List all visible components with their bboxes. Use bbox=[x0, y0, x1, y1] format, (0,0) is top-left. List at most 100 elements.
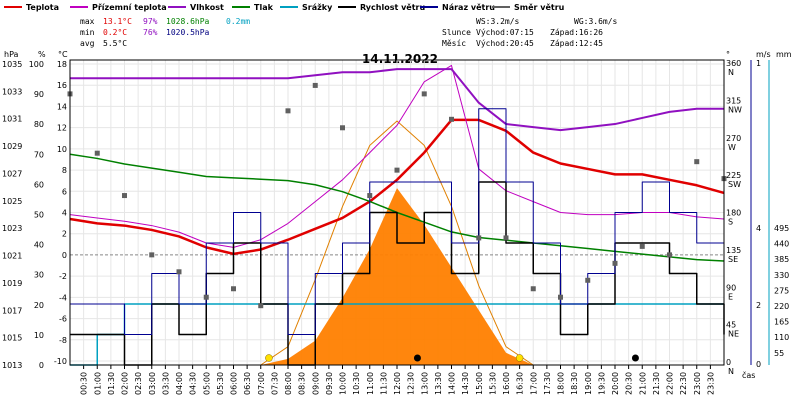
humidity-tick-label: 40 bbox=[34, 241, 44, 250]
series-vlhkost bbox=[70, 68, 724, 132]
wind-tick-label: 4 bbox=[756, 224, 761, 233]
solar-tick-label: 440 bbox=[774, 240, 789, 249]
direction-compass-label: E bbox=[728, 292, 733, 301]
temp-tick-label: 18 bbox=[57, 60, 67, 69]
temp-tick-label: -4 bbox=[59, 293, 67, 302]
wind-direction-point bbox=[176, 269, 182, 275]
solar-tick-label: 165 bbox=[774, 318, 789, 327]
pct-axis-label: % bbox=[38, 50, 46, 59]
direction-tick-label: 360 bbox=[726, 59, 741, 68]
stats-max-temp: 13.1°C bbox=[103, 17, 132, 26]
pressure-tick-label: 1017 bbox=[2, 306, 22, 315]
wind-direction-point bbox=[312, 82, 318, 88]
temp-tick-label: -8 bbox=[59, 336, 67, 345]
x-axis-label: čas bbox=[742, 370, 755, 380]
humidity-tick-label: 60 bbox=[34, 180, 44, 189]
wind-direction-point bbox=[585, 277, 591, 283]
direction-compass-label: SE bbox=[728, 255, 738, 264]
hpa-axis-label: hPa bbox=[4, 50, 19, 59]
pressure-tick-label: 1015 bbox=[2, 334, 22, 343]
temp-tick-label: -2 bbox=[59, 272, 67, 281]
x-tick-label: 18:30 bbox=[570, 372, 579, 395]
wind-direction-point bbox=[149, 252, 155, 258]
wind-direction-point bbox=[258, 303, 264, 309]
direction-compass-label: N bbox=[728, 367, 734, 376]
x-tick-label: 15:30 bbox=[488, 372, 497, 395]
legend-naraz-vetru: Náraz větru bbox=[442, 2, 495, 12]
stats-avg-label: avg bbox=[80, 39, 95, 48]
x-tick-label: 03:30 bbox=[161, 372, 170, 395]
x-tick-label: 22:00 bbox=[666, 372, 675, 395]
direction-tick-label: 135 bbox=[726, 246, 741, 255]
pressure-tick-label: 1021 bbox=[2, 252, 22, 261]
stats-min-label: min bbox=[80, 28, 95, 37]
pressure-tick-label: 1019 bbox=[2, 279, 22, 288]
solar-tick-label: 110 bbox=[774, 333, 789, 342]
x-tick-label: 14:00 bbox=[448, 372, 457, 395]
direction-tick-label: 180 bbox=[726, 209, 741, 218]
deg-axis-label: ° bbox=[726, 50, 730, 59]
humidity-tick-label: 10 bbox=[34, 331, 44, 340]
info-sun-label: Slunce bbox=[442, 28, 471, 37]
temp-tick-label: 6 bbox=[62, 187, 67, 196]
x-tick-label: 05:30 bbox=[216, 372, 225, 395]
x-tick-label: 10:00 bbox=[339, 372, 348, 395]
temp-tick-label: 16 bbox=[57, 81, 67, 90]
stats-max-press: 1028.6hPa bbox=[166, 17, 210, 26]
pressure-tick-label: 1025 bbox=[2, 197, 22, 206]
humidity-tick-label: 80 bbox=[34, 120, 44, 129]
legend-vlhkost: Vlhkost bbox=[190, 3, 224, 12]
x-tick-label: 01:30 bbox=[107, 372, 116, 395]
x-tick-label: 18:00 bbox=[557, 372, 566, 395]
x-tick-label: 12:30 bbox=[407, 372, 416, 395]
humidity-tick-label: 50 bbox=[34, 211, 44, 220]
solar-tick-label: 55 bbox=[774, 349, 784, 358]
stats-max-label: max bbox=[80, 17, 95, 26]
wind-direction-point bbox=[367, 193, 373, 199]
x-tick-label: 19:30 bbox=[597, 372, 606, 395]
wind-direction-point bbox=[122, 193, 127, 199]
x-tick-label: 23:30 bbox=[706, 372, 715, 395]
solar-tick-label: 275 bbox=[774, 286, 789, 295]
x-tick-label: 05:00 bbox=[202, 372, 211, 395]
x-tick-label: 01:00 bbox=[93, 372, 102, 395]
y-axes: 181614121086420-2-4-6-8-1010351033103110… bbox=[2, 59, 789, 376]
temp-tick-label: 0 bbox=[62, 251, 67, 260]
pressure-tick-label: 1033 bbox=[2, 87, 22, 96]
x-tick-label: 19:00 bbox=[584, 372, 593, 395]
x-tick-label: 16:30 bbox=[516, 372, 525, 395]
x-tick-label: 04:00 bbox=[175, 372, 184, 395]
x-tick-label: 08:30 bbox=[298, 372, 307, 395]
x-tick-label: 21:00 bbox=[638, 372, 647, 395]
x-tick-label: 13:30 bbox=[434, 372, 443, 395]
pressure-tick-label: 1023 bbox=[2, 224, 22, 233]
sunrise-icon bbox=[265, 354, 273, 362]
direction-tick-label: 0 bbox=[726, 358, 731, 367]
wind-direction-point bbox=[394, 167, 400, 173]
x-tick-label: 20:30 bbox=[625, 372, 634, 395]
wind-tick-label: 0 bbox=[756, 360, 761, 369]
stats-block: max 13.1°C 97% 1028.6hPa 0.2mm min 0.2°C… bbox=[80, 17, 250, 48]
humidity-tick-label: 0 bbox=[39, 361, 44, 370]
series-teplota bbox=[69, 118, 725, 256]
direction-compass-label: SW bbox=[728, 180, 741, 189]
legend-teplota: Teplota bbox=[26, 3, 59, 12]
x-tick-label: 02:30 bbox=[134, 372, 143, 395]
direction-compass-label: S bbox=[728, 218, 733, 227]
info-sun-set: Západ:16:26 bbox=[550, 28, 603, 37]
wind-direction-point bbox=[612, 260, 618, 266]
x-tick-label: 07:00 bbox=[257, 372, 266, 395]
x-tick-label: 17:00 bbox=[529, 372, 538, 395]
x-tick-label: 20:00 bbox=[611, 372, 620, 395]
x-tick-label: 09:30 bbox=[325, 372, 334, 395]
info-moon-label: Měsíc bbox=[442, 39, 466, 48]
plot-area bbox=[67, 64, 727, 366]
info-wg: WG:3.6m/s bbox=[574, 17, 618, 26]
solar-tick-label: 385 bbox=[774, 255, 789, 264]
ms-axis-label: m/s bbox=[756, 50, 771, 59]
x-tick-label: 04:30 bbox=[189, 372, 198, 395]
chart-title: 14.11.2022 bbox=[362, 52, 438, 66]
x-tick-label: 13:00 bbox=[420, 372, 429, 395]
x-tick-label: 02:00 bbox=[121, 372, 130, 395]
direction-tick-label: 45 bbox=[726, 321, 736, 330]
